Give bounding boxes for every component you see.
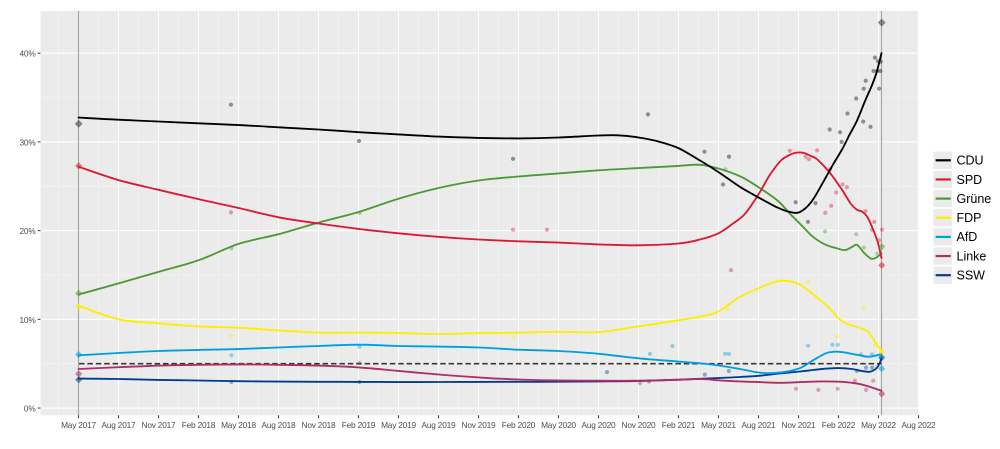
svg-text:May 2019: May 2019 (381, 420, 416, 430)
svg-text:0%: 0% (24, 404, 36, 414)
svg-text:SSW: SSW (957, 269, 986, 283)
svg-text:SPD: SPD (957, 173, 983, 187)
svg-text:Aug 2019: Aug 2019 (422, 420, 457, 430)
svg-text:10%: 10% (19, 315, 36, 325)
svg-text:Aug 2021: Aug 2021 (742, 420, 777, 430)
svg-text:May 2020: May 2020 (541, 420, 576, 430)
svg-text:Aug 2017: Aug 2017 (102, 420, 137, 430)
svg-text:Feb 2022: Feb 2022 (822, 420, 856, 430)
svg-text:20%: 20% (19, 226, 36, 236)
svg-text:Aug 2020: Aug 2020 (582, 420, 617, 430)
svg-text:May 2021: May 2021 (701, 420, 736, 430)
svg-text:30%: 30% (19, 137, 36, 147)
svg-text:Aug 2022: Aug 2022 (902, 420, 937, 430)
svg-text:Feb 2019: Feb 2019 (342, 420, 376, 430)
svg-text:Aug 2018: Aug 2018 (262, 420, 297, 430)
svg-text:May 2022: May 2022 (861, 420, 896, 430)
svg-text:Feb 2021: Feb 2021 (662, 420, 696, 430)
svg-text:CDU: CDU (957, 154, 984, 168)
svg-text:40%: 40% (19, 49, 36, 59)
svg-text:Nov 2019: Nov 2019 (462, 420, 497, 430)
svg-text:Grüne: Grüne (957, 192, 992, 206)
svg-text:Nov 2020: Nov 2020 (622, 420, 657, 430)
svg-text:AfD: AfD (957, 230, 978, 244)
svg-text:May 2018: May 2018 (221, 420, 256, 430)
svg-text:May 2017: May 2017 (61, 420, 96, 430)
svg-text:Nov 2018: Nov 2018 (302, 420, 337, 430)
svg-text:FDP: FDP (957, 211, 982, 225)
svg-text:Nov 2021: Nov 2021 (782, 420, 817, 430)
svg-text:Feb 2020: Feb 2020 (502, 420, 536, 430)
svg-text:Nov 2017: Nov 2017 (142, 420, 177, 430)
svg-text:Linke: Linke (957, 249, 987, 263)
svg-text:Feb 2018: Feb 2018 (182, 420, 216, 430)
